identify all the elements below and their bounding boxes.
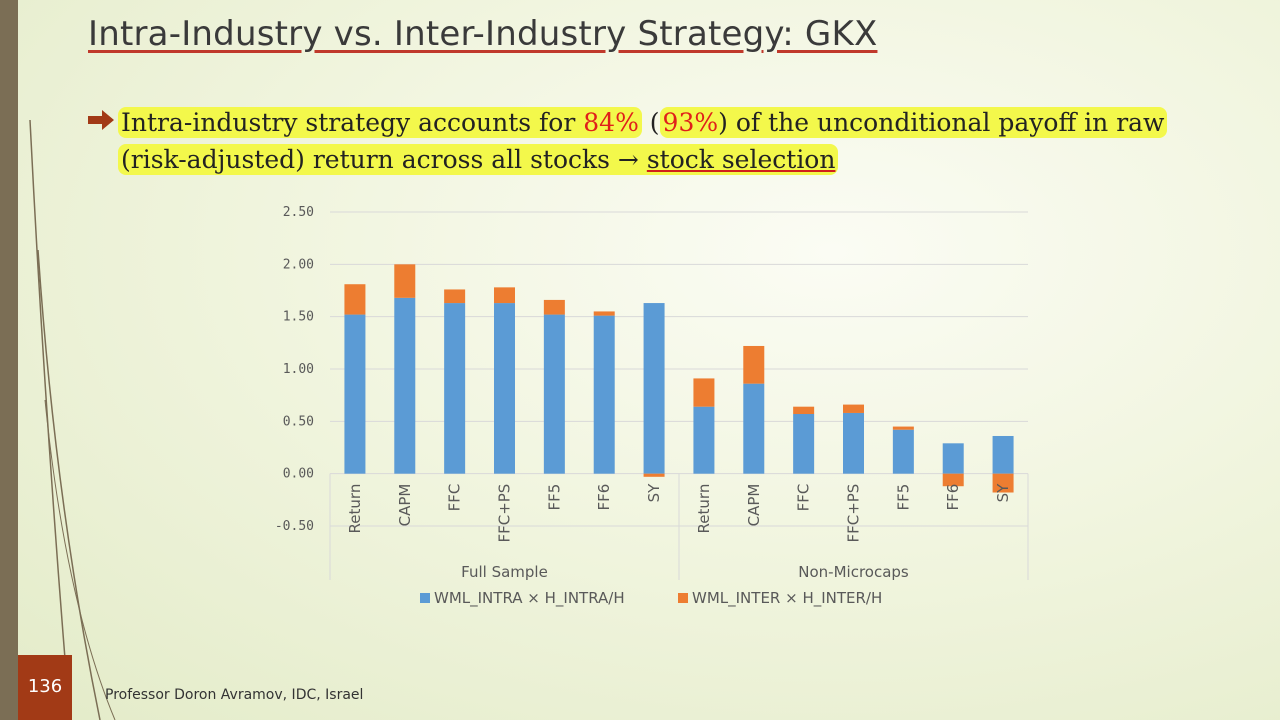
decorative-lines: [29, 119, 116, 720]
bar-wml-intra: [344, 314, 366, 474]
bar-wml-inter: [793, 406, 815, 415]
x-category-label: FF6: [595, 484, 613, 511]
arrow-bullet-icon: [88, 110, 114, 130]
group-label: Full Sample: [461, 563, 548, 581]
bar-wml-intra: [494, 303, 515, 474]
bar-wml-intra: [593, 315, 615, 474]
bullet-text: Intra-industry strategy accounts for 84%…: [118, 104, 1198, 178]
bar-wml-inter: [743, 345, 765, 384]
bar-wml-inter: [444, 289, 466, 304]
bar-wml-inter: [643, 473, 665, 477]
left-decor-bar: [0, 0, 18, 720]
x-category-label: FF5: [894, 484, 912, 511]
bar-wml-inter: [992, 473, 1014, 493]
x-category-label: FF6: [944, 484, 962, 511]
x-category-label: CAPM: [396, 484, 414, 527]
bar-wml-inter: [494, 287, 515, 304]
bullet-text-part3: ) of the unconditional payoff in raw (ri…: [121, 108, 1165, 174]
slide-title: Intra-Industry vs. Inter-Industry Strate…: [88, 14, 878, 54]
y-tick-label: 1.50: [283, 310, 314, 325]
y-tick-label: -0.50: [275, 519, 314, 534]
x-category-label: FFC+PS: [496, 484, 514, 543]
pct-risk-adjusted: 93%: [662, 108, 719, 137]
page-number: 136: [27, 676, 63, 697]
bullet-text-part1: Intra-industry strategy accounts for: [121, 108, 584, 137]
bar-wml-intra: [394, 297, 416, 474]
y-tick-label: 1.00: [283, 362, 314, 377]
bar-wml-intra: [693, 406, 715, 474]
bar-wml-intra: [942, 443, 964, 474]
y-tick-label: 2.00: [283, 257, 314, 272]
legend-label-intra: WML_INTRA × H_INTRA/H: [434, 589, 625, 608]
bar-wml-inter: [543, 299, 565, 315]
y-tick-label: 0.00: [283, 467, 314, 482]
pct-raw: 84%: [583, 108, 639, 137]
legend-label-inter: WML_INTER × H_INTER/H: [692, 589, 882, 608]
x-category-label: SY: [994, 483, 1012, 503]
stock-selection-text: stock selection: [646, 145, 836, 174]
x-category-label: CAPM: [745, 484, 763, 527]
x-category-label: FFC: [446, 484, 464, 512]
bar-wml-intra: [843, 412, 864, 474]
x-category-label: Return: [695, 484, 713, 534]
bar-wml-intra: [992, 435, 1014, 474]
x-category-label: FFC: [795, 484, 813, 512]
bullet-text-part2: (: [641, 108, 660, 137]
legend-swatch-intra: [420, 593, 430, 603]
bar-wml-intra: [444, 303, 466, 474]
bar-wml-intra: [793, 414, 815, 474]
x-category-label: SY: [645, 483, 663, 503]
bar-wml-inter: [344, 284, 366, 315]
y-tick-label: 2.50: [283, 205, 314, 220]
bar-wml-intra: [743, 383, 765, 474]
bar-wml-inter: [693, 378, 715, 407]
bar-wml-inter: [593, 311, 615, 316]
page-number-box: [18, 655, 72, 720]
x-category-label: Return: [346, 484, 364, 534]
bar-wml-inter: [942, 473, 964, 487]
y-tick-label: 0.50: [283, 414, 314, 429]
group-label: Non-Microcaps: [798, 563, 909, 581]
x-category-label: FF5: [545, 484, 563, 511]
bar-wml-intra: [892, 429, 914, 474]
bar-wml-intra: [543, 314, 565, 474]
x-category-label: FFC+PS: [845, 484, 863, 543]
legend-swatch-inter: [678, 593, 688, 603]
bar-wml-inter: [892, 426, 914, 430]
bar-wml-inter: [394, 264, 416, 298]
bar-wml-inter: [843, 404, 864, 413]
footer-text: Professor Doron Avramov, IDC, Israel: [105, 687, 364, 703]
bar-wml-intra: [643, 303, 665, 474]
